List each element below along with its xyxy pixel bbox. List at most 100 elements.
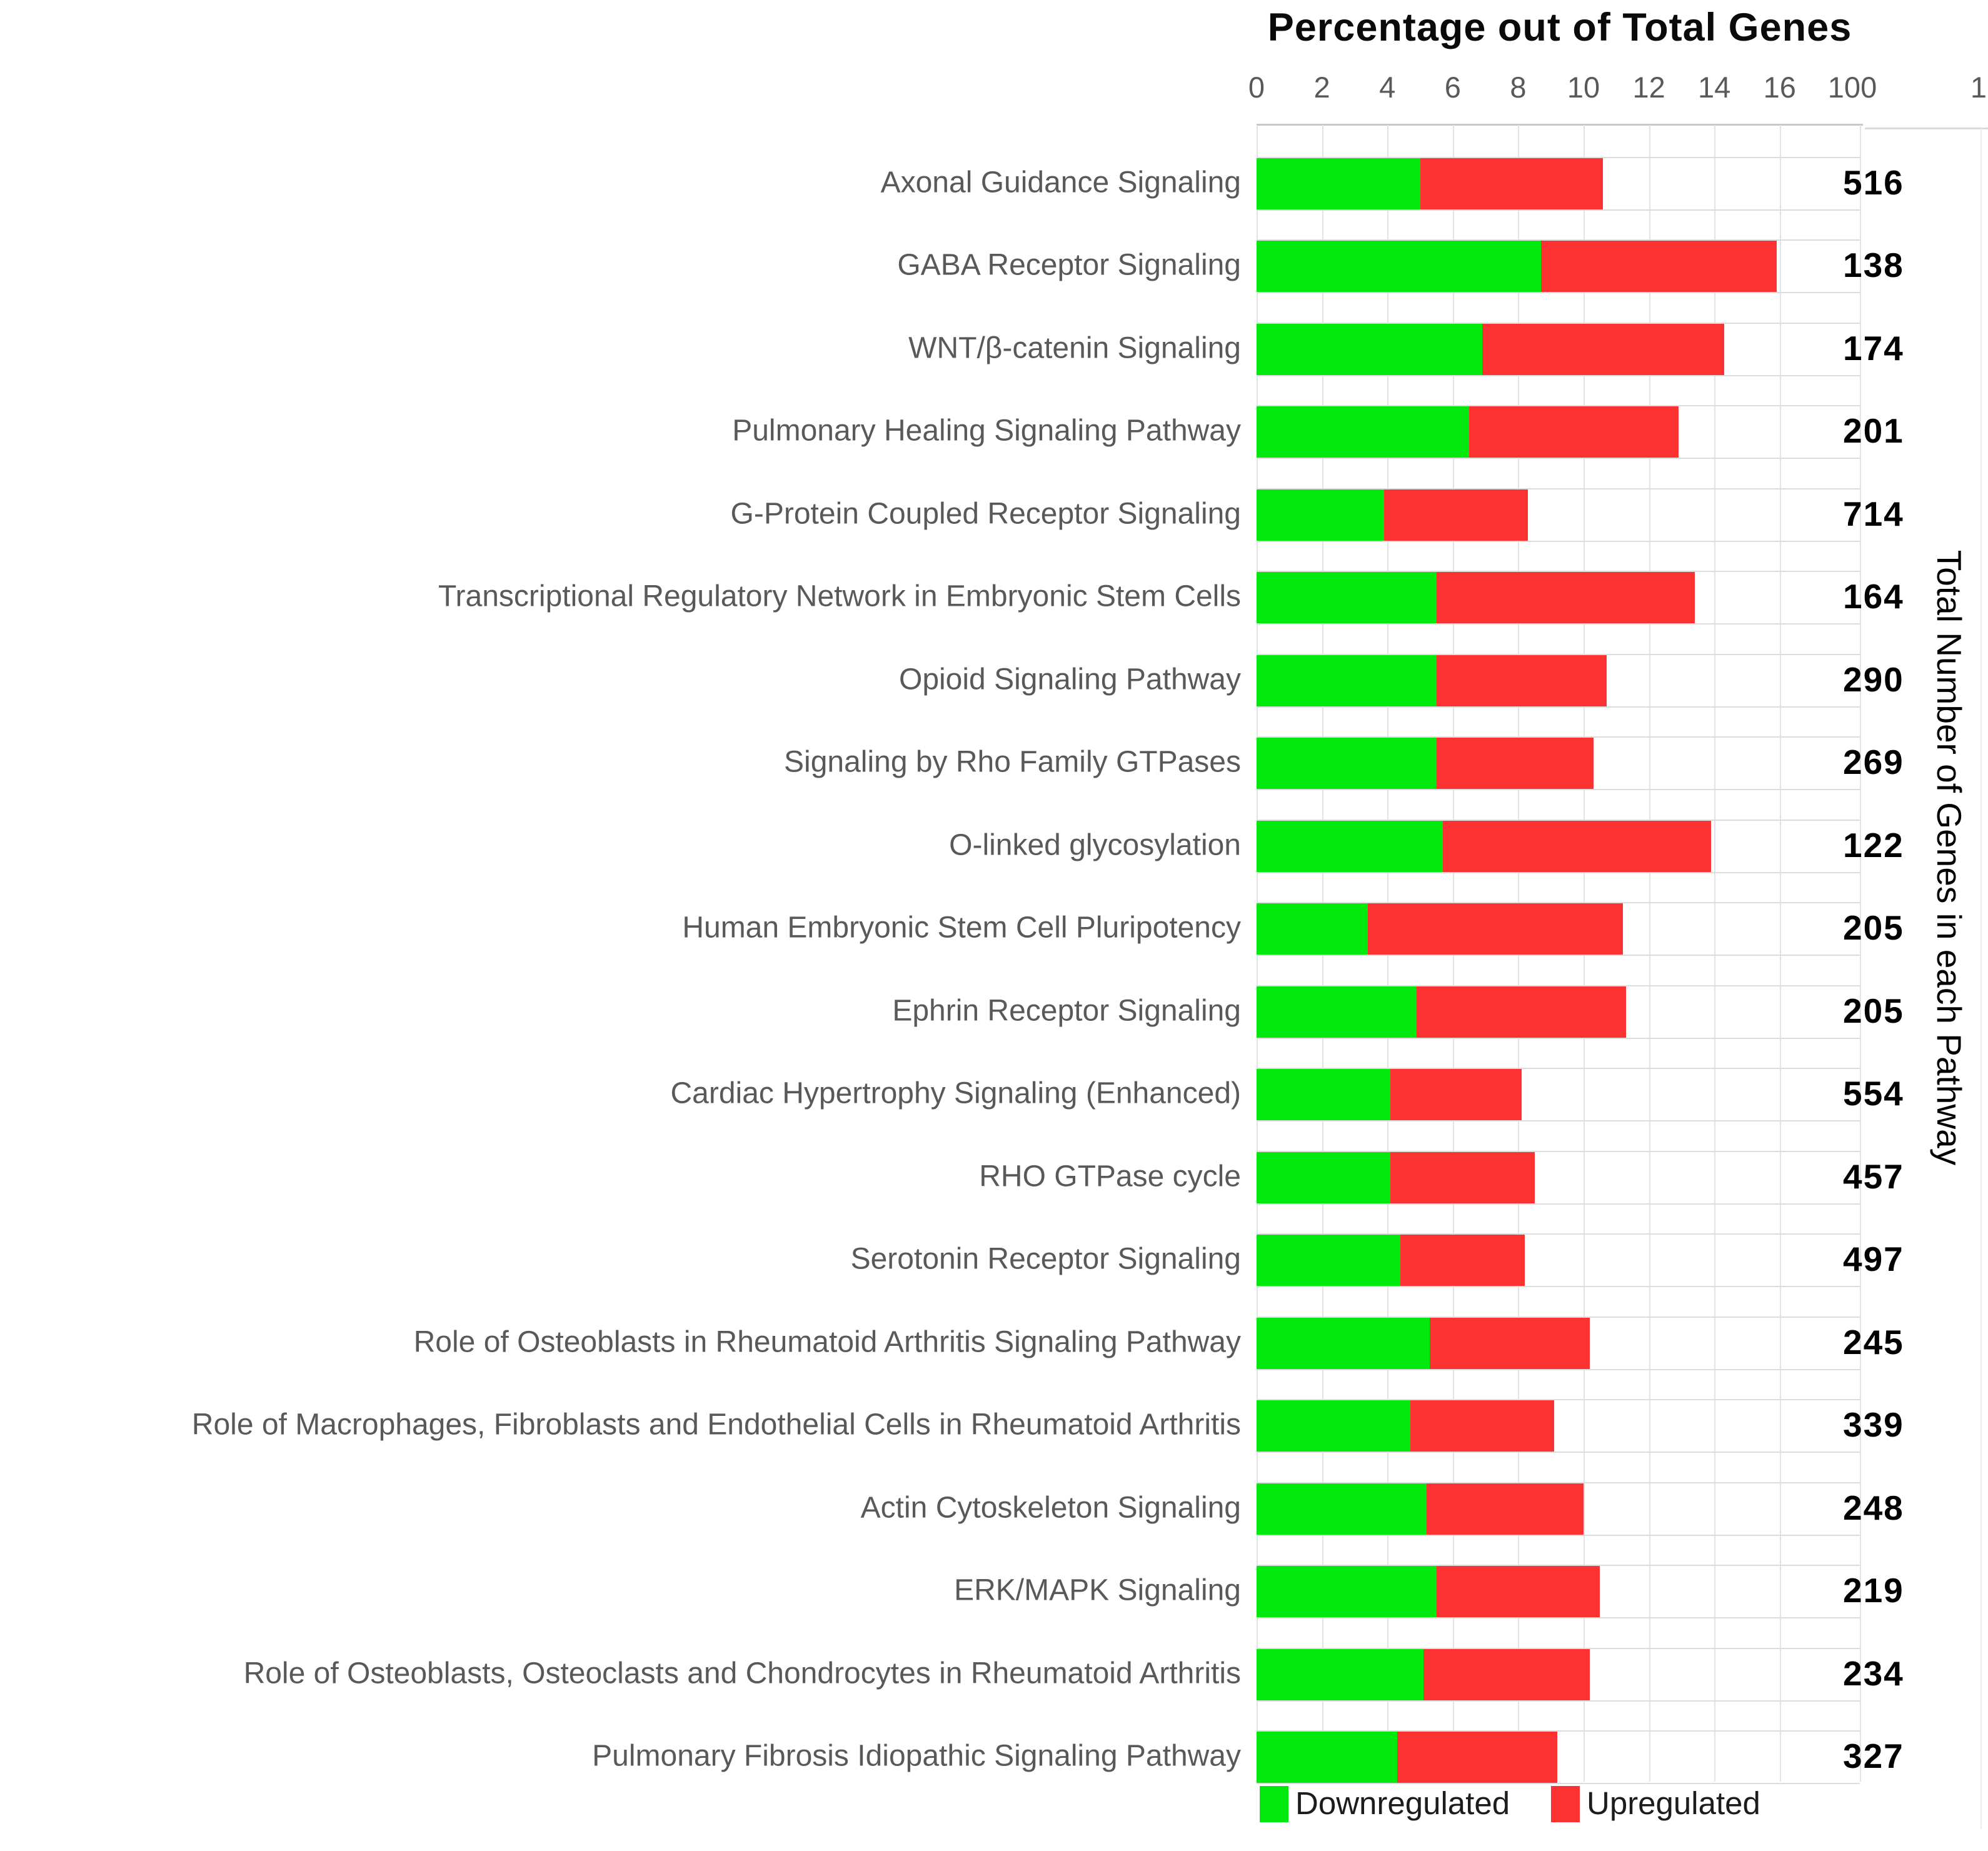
bar-track bbox=[1257, 571, 1860, 625]
bar-track bbox=[1257, 1316, 1860, 1370]
bar-segment-upregulated bbox=[1430, 1317, 1590, 1369]
vertical-gridline bbox=[1860, 125, 1861, 1782]
bar-segment-downregulated bbox=[1257, 1732, 1397, 1783]
bar-track bbox=[1257, 1565, 1860, 1618]
total-genes-value: 201 bbox=[1843, 411, 1904, 450]
bar-segment-upregulated bbox=[1423, 1648, 1590, 1700]
bar-track bbox=[1257, 653, 1860, 708]
x-axis-line bbox=[1257, 124, 1863, 126]
legend-label: Upregulated bbox=[1587, 1785, 1760, 1821]
category-label: GABA Receptor Signaling bbox=[897, 248, 1241, 282]
category-label: Role of Osteoblasts in Rheumatoid Arthri… bbox=[413, 1325, 1241, 1358]
legend-swatch-upregulated bbox=[1551, 1786, 1580, 1822]
bar-segment-upregulated bbox=[1397, 1732, 1558, 1783]
bar-segment-downregulated bbox=[1257, 572, 1437, 623]
bar-track bbox=[1257, 1647, 1860, 1702]
x-axis-tick-partial: 1 bbox=[1970, 71, 1987, 104]
category-label: Axonal Guidance Signaling bbox=[880, 166, 1241, 199]
bar-segment-downregulated bbox=[1257, 986, 1417, 1038]
vertical-gridline-far bbox=[1980, 129, 1982, 1829]
bar-segment-downregulated bbox=[1257, 1566, 1437, 1617]
x-axis-tick: 6 bbox=[1444, 71, 1461, 104]
bar-segment-upregulated bbox=[1541, 241, 1777, 292]
bar-segment-downregulated bbox=[1257, 655, 1437, 706]
x-axis-tick: 16 bbox=[1763, 71, 1796, 104]
x-axis-tick: 14 bbox=[1698, 71, 1731, 104]
total-genes-value: 122 bbox=[1843, 825, 1904, 865]
bar-segment-upregulated bbox=[1390, 1069, 1522, 1120]
bar-segment-downregulated bbox=[1257, 738, 1437, 789]
vertical-gridline bbox=[1649, 125, 1650, 1782]
bar-segment-downregulated bbox=[1257, 1317, 1430, 1369]
bar-track bbox=[1257, 1150, 1860, 1205]
category-label: Cardiac Hypertrophy Signaling (Enhanced) bbox=[670, 1076, 1242, 1110]
total-genes-value: 327 bbox=[1843, 1737, 1904, 1775]
total-genes-value: 269 bbox=[1843, 743, 1904, 781]
bar-segment-downregulated bbox=[1257, 1151, 1391, 1203]
bar-segment-upregulated bbox=[1417, 986, 1626, 1038]
category-label: RHO GTPase cycle bbox=[979, 1160, 1241, 1193]
category-label: WNT/β-catenin Signaling bbox=[908, 331, 1241, 364]
bar-segment-downregulated bbox=[1257, 489, 1384, 541]
bar-track bbox=[1257, 985, 1860, 1039]
total-genes-value: 554 bbox=[1843, 1074, 1904, 1113]
bar-segment-upregulated bbox=[1420, 158, 1604, 209]
legend-label: Downregulated bbox=[1295, 1785, 1510, 1821]
total-genes-value: 516 bbox=[1843, 163, 1904, 202]
bar-segment-downregulated bbox=[1257, 1483, 1427, 1535]
bar-track bbox=[1257, 1233, 1860, 1287]
bar-segment-upregulated bbox=[1390, 1151, 1535, 1203]
total-genes-value: 164 bbox=[1843, 577, 1904, 616]
category-label: G-Protein Coupled Receptor Signaling bbox=[730, 497, 1241, 530]
bar-segment-upregulated bbox=[1468, 406, 1679, 458]
category-label: Transcriptional Regulatory Network in Em… bbox=[438, 579, 1241, 613]
bar-segment-downregulated bbox=[1257, 1069, 1391, 1120]
total-genes-value: 339 bbox=[1843, 1405, 1904, 1444]
bar-track bbox=[1257, 819, 1860, 873]
bar-segment-upregulated bbox=[1436, 655, 1607, 706]
bar-segment-downregulated bbox=[1257, 241, 1541, 292]
total-genes-value: 174 bbox=[1843, 328, 1904, 368]
y2-axis-title: Total Number of Genes in each Pathway bbox=[1930, 549, 1969, 1166]
x-axis-tick: 10 bbox=[1567, 71, 1600, 104]
bar-segment-upregulated bbox=[1436, 738, 1594, 789]
bar-segment-upregulated bbox=[1367, 903, 1623, 955]
category-label: O-linked glycosylation bbox=[949, 828, 1241, 861]
bar-segment-downregulated bbox=[1257, 820, 1443, 872]
bar-segment-upregulated bbox=[1383, 489, 1529, 541]
bar-track bbox=[1257, 1068, 1860, 1121]
category-label: Ephrin Receptor Signaling bbox=[892, 994, 1241, 1027]
category-label: Human Embryonic Stem Cell Pluripotency bbox=[682, 911, 1241, 945]
chart-title: Percentage out of Total Genes bbox=[1267, 6, 1852, 49]
category-label: Pulmonary Healing Signaling Pathway bbox=[732, 414, 1241, 448]
total-genes-value: 290 bbox=[1843, 660, 1904, 699]
bar-segment-upregulated bbox=[1482, 323, 1724, 375]
bar-segment-upregulated bbox=[1426, 1483, 1584, 1535]
bar-segment-downregulated bbox=[1257, 1400, 1410, 1452]
bar-segment-upregulated bbox=[1436, 572, 1695, 623]
total-genes-value: 234 bbox=[1843, 1653, 1904, 1693]
x-axis-tick-secondary: 100 bbox=[1827, 71, 1877, 104]
total-genes-value: 245 bbox=[1843, 1322, 1904, 1362]
bar-segment-downregulated bbox=[1257, 158, 1420, 209]
bar-segment-upregulated bbox=[1400, 1235, 1525, 1286]
total-genes-value: 248 bbox=[1843, 1488, 1904, 1527]
bar-track bbox=[1257, 156, 1860, 211]
bar-track bbox=[1257, 902, 1860, 956]
bar-segment-upregulated bbox=[1436, 1566, 1600, 1617]
category-label: Opioid Signaling Pathway bbox=[898, 663, 1241, 696]
total-genes-value: 205 bbox=[1843, 991, 1904, 1030]
total-genes-value: 138 bbox=[1843, 246, 1904, 284]
bar-track bbox=[1257, 1399, 1860, 1453]
bar-track bbox=[1257, 736, 1860, 790]
category-label: Role of Macrophages, Fibroblasts and End… bbox=[191, 1408, 1241, 1442]
x-axis-line-secondary bbox=[1865, 128, 1988, 129]
bar-segment-downregulated bbox=[1257, 1648, 1423, 1700]
total-genes-value: 714 bbox=[1843, 494, 1904, 533]
x-axis-tick: 0 bbox=[1248, 71, 1265, 104]
category-label: Pulmonary Fibrosis Idiopathic Signaling … bbox=[592, 1739, 1241, 1773]
bar-segment-upregulated bbox=[1443, 820, 1711, 872]
vertical-gridline bbox=[1714, 125, 1716, 1782]
x-axis-tick: 2 bbox=[1313, 71, 1330, 104]
